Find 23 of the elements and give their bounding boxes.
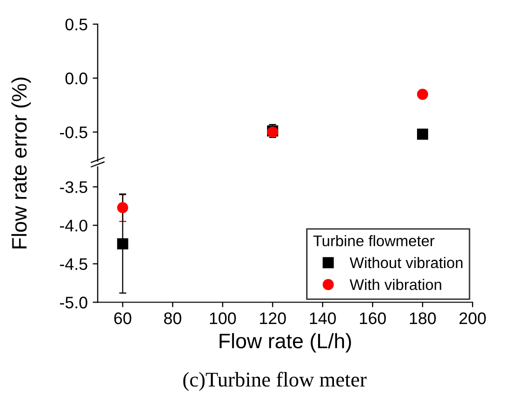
- legend-title: Turbine flowmeter: [313, 235, 434, 246]
- y-tick-label: -4.0: [60, 220, 88, 232]
- y-tick-label: 0.5: [65, 18, 88, 30]
- x-tick-label: 140: [310, 312, 336, 324]
- y-tick-label: -5.0: [60, 296, 88, 308]
- y-tick-label: 0.0: [65, 72, 88, 84]
- legend-label: With vibration: [350, 278, 442, 290]
- text: (c)Turbine flow meter: [183, 372, 367, 391]
- x-tick-label: 200: [459, 312, 486, 324]
- x-tick-label: 100: [210, 312, 236, 324]
- y-tick-label: -0.5: [60, 126, 88, 138]
- x-tick-label: 180: [410, 312, 436, 324]
- y-axis-title: Flow rate error (%): [11, 78, 31, 248]
- x-tick-label: 60: [114, 312, 132, 324]
- y-tick-label: -3.5: [60, 181, 88, 194]
- legend-label: Without vibration: [350, 256, 462, 268]
- point: [417, 88, 428, 100]
- x-tick-label: 160: [360, 312, 386, 324]
- y-tick-label: -4.5: [60, 258, 88, 270]
- point: [417, 128, 428, 140]
- x-tick-label: 120: [260, 312, 286, 324]
- x-tick-label: 80: [164, 312, 182, 324]
- x-axis-title: Flow rate (L/h): [220, 333, 351, 352]
